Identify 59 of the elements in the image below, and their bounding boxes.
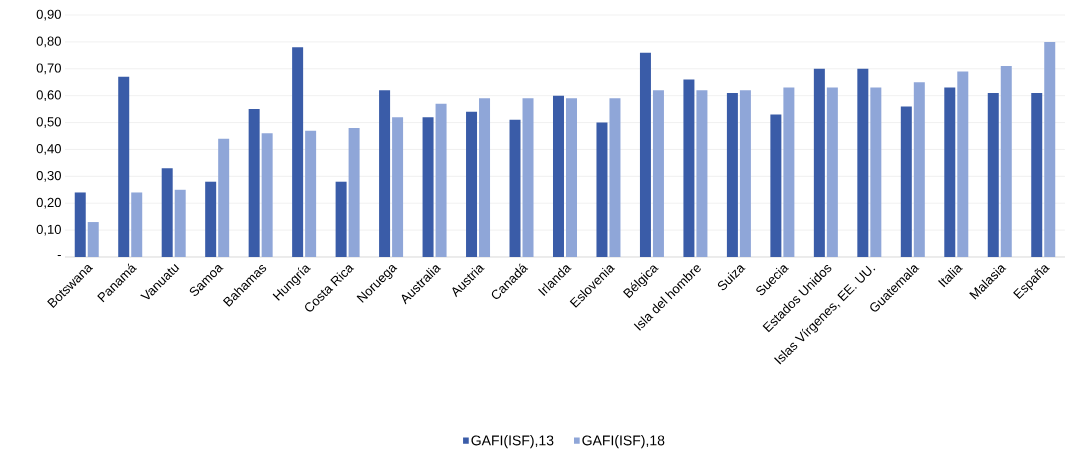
- bar: [174, 189, 186, 257]
- bar: [1044, 41, 1056, 257]
- legend-label: GAFI(ISF),13: [471, 435, 554, 449]
- bar: [1000, 66, 1012, 257]
- bar: [422, 117, 434, 257]
- y-tick-label: 0,20: [36, 197, 61, 209]
- bar: [348, 127, 360, 257]
- bar: [161, 168, 173, 257]
- bar: [770, 114, 782, 257]
- bar: [335, 181, 347, 257]
- bar: [944, 87, 956, 257]
- bar: [305, 130, 317, 257]
- bar: [565, 98, 577, 257]
- bar: [522, 98, 534, 257]
- bar: [379, 90, 391, 257]
- bar: [696, 90, 708, 257]
- bar: [726, 92, 738, 257]
- bar: [292, 47, 304, 257]
- bar: [639, 52, 651, 257]
- bar: [913, 82, 925, 257]
- bar: [248, 109, 260, 257]
- y-tick-label: 0,60: [36, 90, 61, 102]
- bar: [552, 95, 564, 257]
- bar: [609, 98, 621, 257]
- y-tick-label: 0,90: [36, 9, 61, 21]
- x-tick-label: Italia: [938, 265, 963, 288]
- bar: [74, 192, 86, 257]
- bar: [261, 133, 273, 257]
- bar: [783, 87, 795, 257]
- bar: [870, 87, 882, 257]
- bar: [957, 71, 969, 257]
- bar: [118, 76, 130, 257]
- y-tick-label: 0,30: [36, 170, 61, 182]
- bar: [392, 117, 404, 257]
- bar: [652, 90, 664, 257]
- bar: [1031, 92, 1043, 257]
- y-tick-label: 0,40: [36, 144, 61, 155]
- legend-label: GAFI(ISF),18: [582, 435, 665, 449]
- y-tick-label: 0,70: [36, 63, 61, 75]
- bar: [813, 68, 825, 257]
- bar: [900, 106, 912, 257]
- bar: [596, 122, 608, 257]
- y-tick-label: 0,50: [36, 117, 61, 128]
- bar: [205, 181, 217, 257]
- bar: [87, 222, 99, 257]
- bar: [479, 98, 491, 257]
- bar: [466, 111, 478, 257]
- bar: [739, 90, 751, 257]
- bar: [218, 138, 230, 257]
- bar: [435, 103, 447, 257]
- y-tick-label: 0,10: [36, 224, 61, 236]
- y-tick-label: -: [57, 255, 61, 257]
- bar: [683, 79, 695, 257]
- bar: [131, 192, 143, 257]
- y-tick-label: 0,80: [36, 36, 61, 48]
- bar: [857, 68, 869, 257]
- bar: [509, 119, 521, 257]
- bar: [987, 92, 999, 257]
- bar: [826, 87, 838, 257]
